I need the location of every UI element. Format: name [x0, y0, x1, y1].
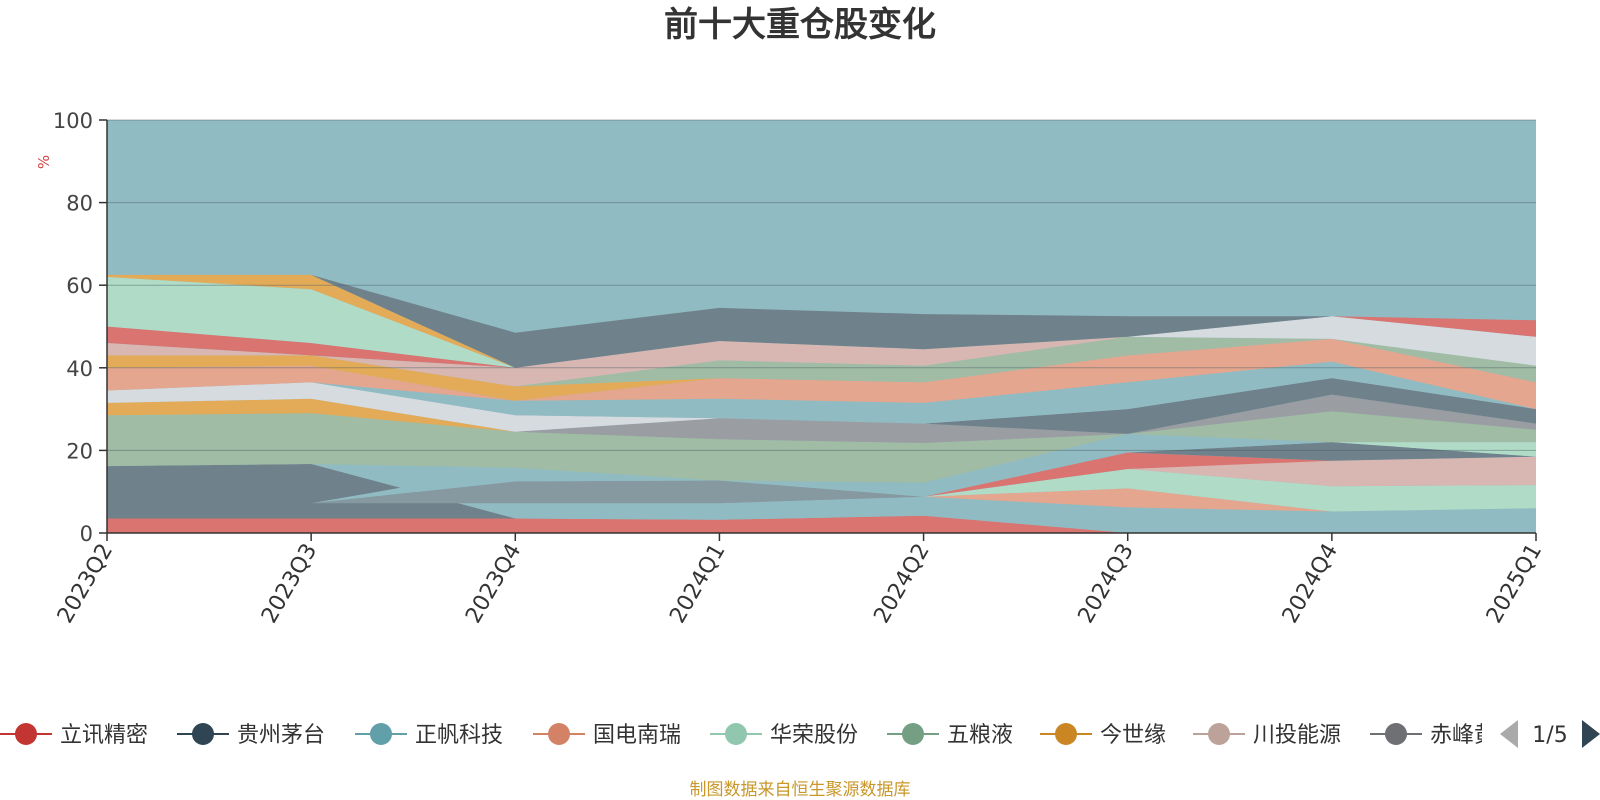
area-band-4: [107, 480, 1536, 512]
area-band-7: [107, 452, 1536, 504]
legend-next-icon[interactable]: [1582, 720, 1600, 748]
legend-label: 今世缘: [1100, 723, 1166, 748]
legend-label: 五粮液: [947, 723, 1013, 748]
legend-marker-icon: [1055, 723, 1077, 745]
legend-pager: 1/5: [1500, 720, 1600, 748]
x-tick-label-2023Q3: 2023Q3: [257, 540, 322, 628]
area-band-26: [107, 274, 1536, 368]
area-band-3: [107, 464, 1536, 533]
legend-item-1[interactable]: 立讯精密: [0, 723, 148, 748]
x-tick-label-2024Q2: 2024Q2: [869, 540, 934, 628]
y-tick-label-60: 60: [66, 274, 93, 298]
area-band-27: [107, 274, 1536, 368]
legend-item-2[interactable]: 贵州茅台: [177, 723, 325, 748]
area-band-20: [107, 336, 1536, 387]
x-tick-label-2024Q4: 2024Q4: [1278, 540, 1343, 628]
legend-marker-icon: [725, 723, 747, 745]
area-band-8: [107, 456, 1536, 504]
area-band-19: [107, 338, 1536, 401]
y-tick-label-80: 80: [66, 192, 93, 216]
area-band-12: [107, 411, 1536, 483]
area-band-6: [107, 469, 1536, 512]
legend-item-6[interactable]: 五粮液: [887, 723, 1013, 748]
area-band-14: [107, 394, 1536, 443]
legend-marker-icon: [548, 723, 570, 745]
legend-item-9[interactable]: 赤峰黄金: [1370, 723, 1518, 748]
area-band-15: [107, 378, 1536, 434]
area-band-1: [107, 515, 1536, 533]
legend-label: 华荣股份: [770, 723, 858, 748]
x-tick-label-2025Q1: 2025Q1: [1482, 540, 1547, 628]
legend-item-5[interactable]: 华荣股份: [710, 723, 858, 748]
legend-page-indicator: 1/5: [1532, 723, 1567, 748]
legend-label: 国电南瑞: [593, 723, 681, 748]
area-band-13: [107, 398, 1536, 443]
legend-prev-icon[interactable]: [1500, 720, 1518, 748]
y-tick-label-20: 20: [66, 439, 93, 463]
area-band-16: [107, 378, 1536, 432]
y-tick-label-100: 100: [53, 109, 93, 133]
legend-item-3[interactable]: 正帆科技: [355, 723, 503, 748]
legend-marker-icon: [1208, 723, 1230, 745]
area-band-25: [107, 276, 1536, 368]
area-band-2: [107, 496, 1536, 533]
legend-marker-icon: [370, 723, 392, 745]
legend-label: 川投能源: [1253, 723, 1341, 748]
legend-marker-icon: [15, 723, 37, 745]
legend-marker-icon: [1385, 723, 1407, 745]
area-band-24: [107, 316, 1536, 368]
x-tick-label-2023Q4: 2023Q4: [461, 540, 526, 628]
x-tick-label-2023Q2: 2023Q2: [53, 540, 118, 628]
x-tick-label-2024Q1: 2024Q1: [665, 540, 730, 628]
chart-title: 前十大重仓股变化: [664, 5, 936, 45]
legend: 立讯精密 贵州茅台 正帆科技 国电南瑞 华荣股份 五粮液 今世缘 川投能源 赤峰黄金: [0, 723, 1518, 748]
y-tick-label-40: 40: [66, 357, 93, 381]
area-band-18: [107, 338, 1536, 410]
legend-label: 赤峰黄金: [1430, 723, 1518, 748]
area-band-11: [107, 433, 1536, 504]
legend-label: 贵州茅台: [237, 723, 325, 748]
y-tick-label-0: 0: [80, 522, 93, 546]
legend-marker-icon: [192, 723, 214, 745]
y-axis-unit: %: [35, 155, 53, 169]
data-source-note: 制图数据来自恒生聚源数据库: [690, 780, 911, 800]
legend-marker-icon: [902, 723, 924, 745]
legend-item-4[interactable]: 国电南瑞: [533, 723, 681, 748]
area-band-21: [107, 336, 1536, 387]
area-band-9: [107, 442, 1536, 504]
legend-label: 立讯精密: [60, 723, 148, 748]
legend-label: 正帆科技: [415, 723, 503, 748]
area-band-5: [107, 488, 1536, 512]
area-band-17: [107, 361, 1536, 424]
legend-item-7[interactable]: 今世缘: [1040, 723, 1166, 748]
x-tick-label-2024Q3: 2024Q3: [1074, 540, 1139, 628]
legend-item-8[interactable]: 川投能源: [1193, 723, 1341, 748]
